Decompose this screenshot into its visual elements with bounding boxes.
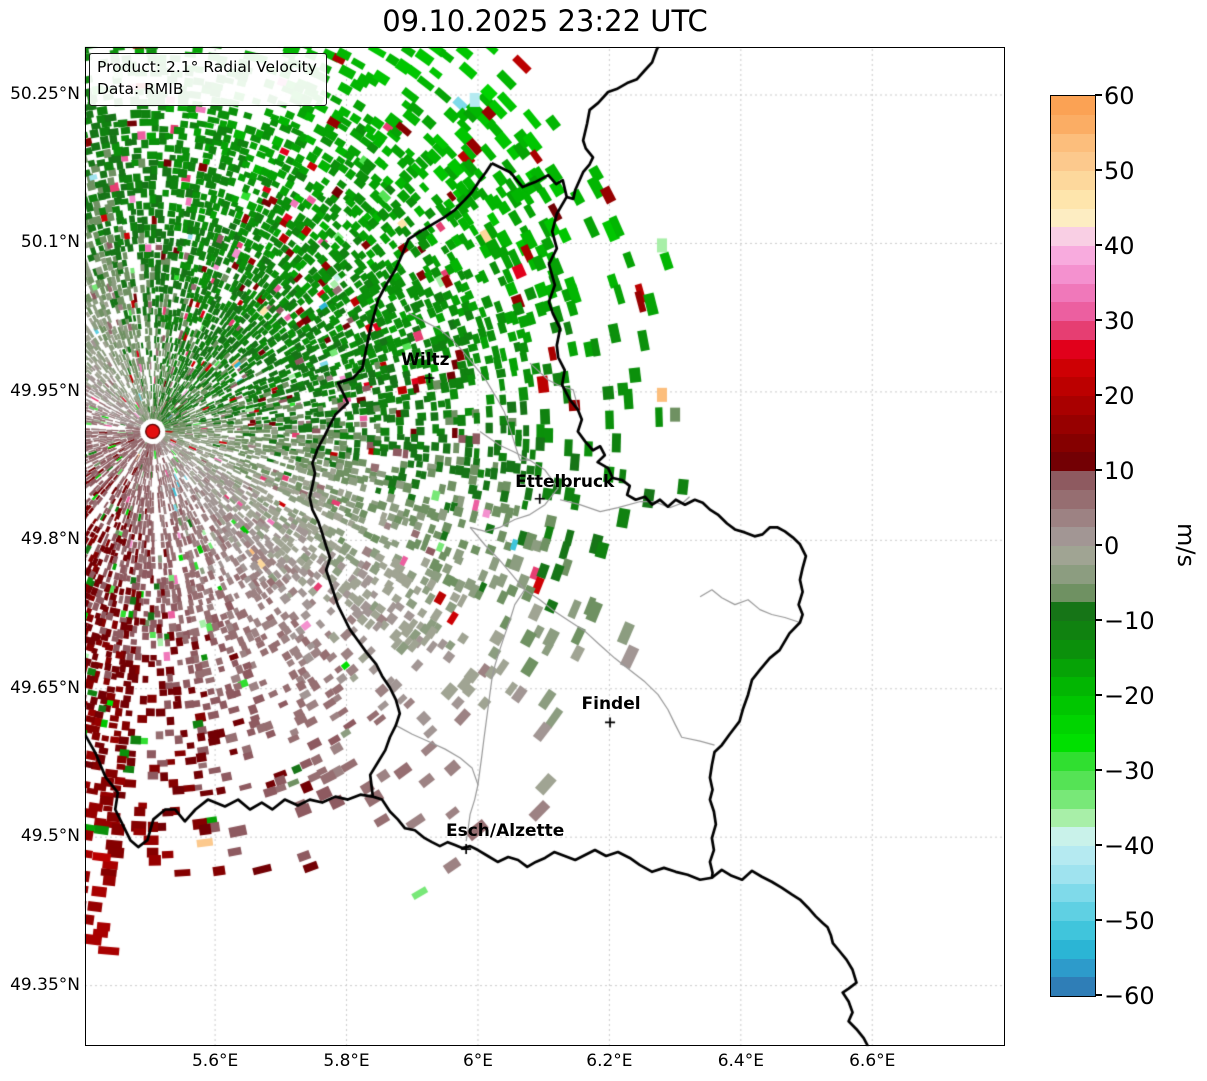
colorbar-band: [1051, 752, 1095, 771]
colorbar-tick-label: 0: [1104, 532, 1120, 560]
colorbar-band: [1051, 264, 1095, 284]
colorbar-band: [1051, 396, 1095, 415]
colorbar-band: [1051, 789, 1095, 809]
x-axis-tick-label: 6.2°E: [586, 1051, 633, 1071]
colorbar-tick-label: 30: [1104, 307, 1135, 335]
colorbar-band: [1051, 602, 1095, 621]
colorbar-band: [1051, 564, 1095, 584]
colorbar-band: [1051, 433, 1095, 453]
colorbar-band: [1051, 658, 1095, 678]
colorbar-band: [1051, 96, 1095, 115]
colorbar-tick: [1095, 169, 1102, 171]
colorbar-band: [1051, 827, 1095, 846]
colorbar-tick-label: 40: [1104, 232, 1135, 260]
colorbar-band: [1051, 283, 1095, 303]
colorbar-band: [1051, 921, 1095, 940]
data-source-line: Data: RMIB: [97, 79, 184, 98]
colorbar-tick-label: 10: [1104, 457, 1135, 485]
colorbar-band: [1051, 246, 1095, 265]
colorbar-band: [1051, 958, 1095, 978]
colorbar-tick: [1095, 919, 1102, 921]
y-axis-tick-label: 49.5°N: [20, 826, 80, 847]
colorbar-tick-label: 60: [1104, 82, 1135, 110]
colorbar-band: [1051, 977, 1095, 996]
colorbar-band: [1051, 358, 1095, 378]
colorbar-band: [1051, 152, 1095, 171]
colorbar-band: [1051, 508, 1095, 528]
x-axis-tick-label: 6.6°E: [849, 1051, 896, 1071]
colorbar-tick-label: −40: [1104, 832, 1155, 860]
city-label: Wiltz: [401, 350, 450, 371]
colorbar-band: [1051, 771, 1095, 790]
colorbar-tick: [1095, 244, 1102, 246]
city-label: Ettelbruck: [515, 471, 615, 492]
colorbar-band: [1051, 902, 1095, 921]
colorbar-band: [1051, 696, 1095, 715]
colorbar-tick: [1095, 694, 1102, 696]
colorbar-tick: [1095, 469, 1102, 471]
x-axis-tick-label: 6°E: [462, 1051, 493, 1071]
colorbar-tick: [1095, 544, 1102, 546]
colorbar-tick-label: 20: [1104, 382, 1135, 410]
colorbar-band: [1051, 133, 1095, 153]
colorbar-band: [1051, 208, 1095, 228]
colorbar-band: [1051, 939, 1095, 959]
colorbar-band: [1051, 864, 1095, 884]
colorbar-tick-label: −60: [1104, 982, 1155, 1010]
colorbar-band: [1051, 114, 1095, 134]
y-axis-tick-label: 50.1°N: [20, 232, 80, 253]
colorbar-band: [1051, 471, 1095, 490]
colorbar-band: [1051, 621, 1095, 640]
colorbar-band: [1051, 171, 1095, 190]
page-title: 09.10.2025 23:22 UTC: [382, 4, 708, 38]
x-axis-tick-label: 5.6°E: [191, 1051, 239, 1071]
colorbar-band: [1051, 227, 1095, 246]
colorbar-band: [1051, 527, 1095, 546]
y-axis-tick-label: 49.8°N: [20, 529, 80, 550]
colorbar-tick: [1095, 394, 1102, 396]
y-axis-tick-label: 49.95°N: [10, 380, 80, 401]
colorbar-band: [1051, 189, 1095, 209]
colorbar-band: [1051, 339, 1095, 359]
colorbar-band: [1051, 846, 1095, 865]
y-axis-tick-label: 50.25°N: [10, 83, 80, 104]
y-axis-tick-label: 49.65°N: [10, 677, 80, 698]
colorbar-band: [1051, 452, 1095, 471]
colorbar-tick: [1095, 319, 1102, 321]
city-label: Esch/Alzette: [445, 821, 565, 842]
colorbar-tick: [1095, 844, 1102, 846]
colorbar-tick-label: −30: [1104, 757, 1155, 785]
colorbar-band: [1051, 377, 1095, 396]
colorbar: [1050, 95, 1096, 997]
product-info-box: Product: 2.1° Radial Velocity Data: RMIB: [89, 53, 327, 107]
colorbar-tick: [1095, 769, 1102, 771]
colorbar-band: [1051, 414, 1095, 434]
y-axis-tick-label: 49.35°N: [10, 974, 80, 995]
colorbar-band: [1051, 808, 1095, 828]
colorbar-tick: [1095, 994, 1102, 996]
colorbar-band: [1051, 302, 1095, 321]
colorbar-band: [1051, 714, 1095, 734]
colorbar-band: [1051, 583, 1095, 603]
x-axis-tick-label: 5.8°E: [323, 1051, 370, 1071]
colorbar-band: [1051, 546, 1095, 565]
colorbar-tick: [1095, 619, 1102, 621]
colorbar-tick-label: 50: [1104, 157, 1135, 185]
colorbar-band: [1051, 639, 1095, 659]
colorbar-tick-label: −20: [1104, 682, 1155, 710]
colorbar-band: [1051, 489, 1095, 509]
colorbar-tick-label: −10: [1104, 607, 1155, 635]
colorbar-band: [1051, 677, 1095, 696]
colorbar-tick-label: −50: [1104, 907, 1155, 935]
city-label: Findel: [581, 694, 641, 715]
x-axis-tick-label: 6.4°E: [717, 1051, 764, 1071]
colorbar-unit-label: m/s: [1172, 523, 1200, 567]
colorbar-band: [1051, 883, 1095, 903]
colorbar-band: [1051, 733, 1095, 753]
product-info-line: Product: 2.1° Radial Velocity: [97, 58, 317, 76]
colorbar-band: [1051, 321, 1095, 340]
colorbar-tick: [1095, 94, 1102, 96]
